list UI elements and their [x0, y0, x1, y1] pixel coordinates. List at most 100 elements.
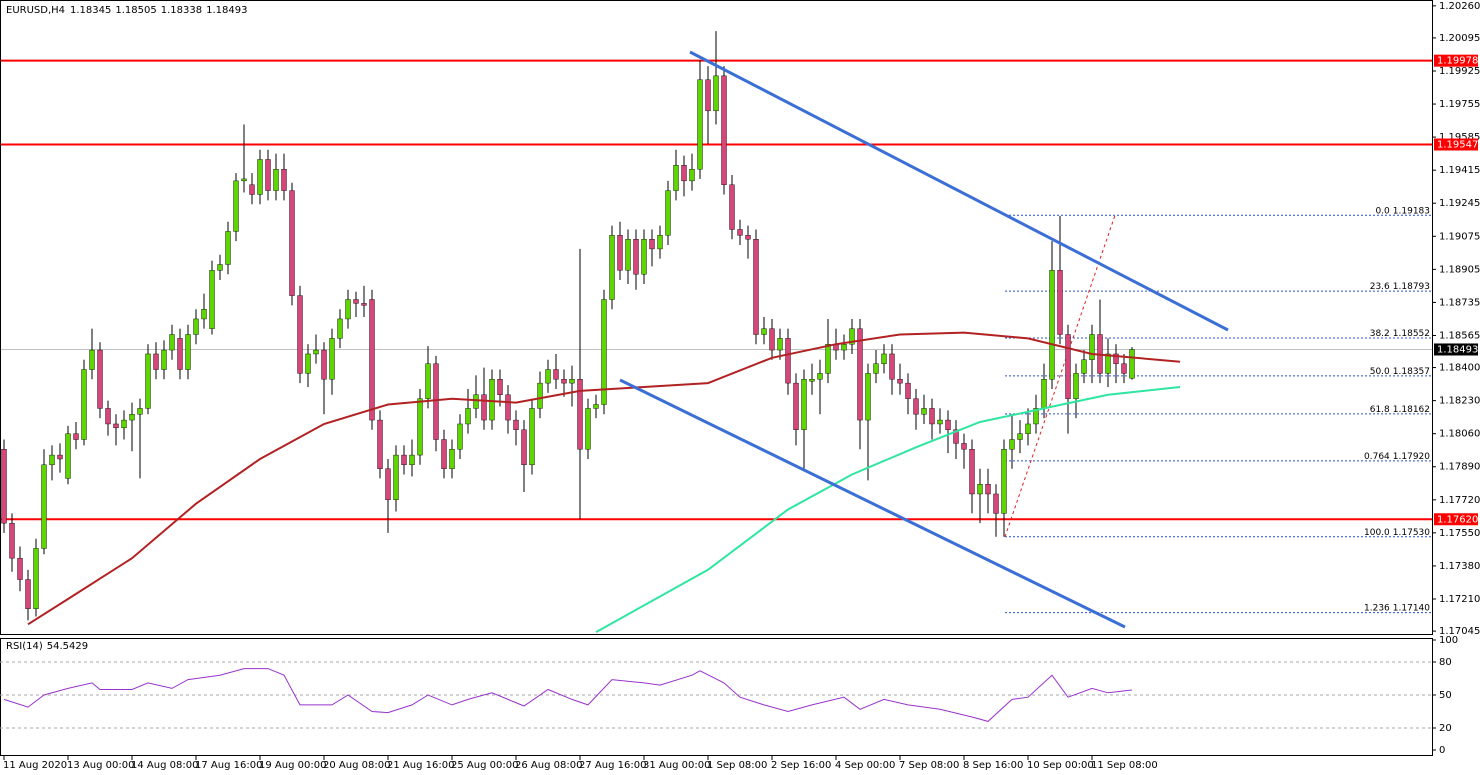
- x-tick-label: 31 Aug 00:00: [643, 760, 710, 771]
- candle-body: [369, 299, 375, 421]
- candle-body: [1001, 449, 1007, 514]
- y-tick-label: 1.19415: [1439, 165, 1480, 176]
- candle-body: [41, 464, 47, 549]
- candle-body: [577, 379, 583, 450]
- x-tick-label: 25 Aug 00:00: [451, 760, 518, 771]
- fib-label: 0.764 1.17920: [1364, 451, 1430, 461]
- candle-body: [121, 419, 127, 429]
- x-tick-label: 4 Sep 00:00: [835, 760, 895, 771]
- rsi-tick-label: 20: [1439, 723, 1452, 734]
- candle-body: [937, 419, 943, 425]
- candle-body: [241, 178, 247, 182]
- rsi-value: 54.5429: [47, 641, 88, 652]
- candle-body: [1041, 379, 1047, 409]
- candle-body: [425, 363, 431, 399]
- candle-body: [729, 184, 735, 230]
- candle-body: [673, 165, 679, 191]
- candle-body: [817, 373, 823, 380]
- candle-body: [849, 328, 855, 345]
- candle-body: [625, 239, 631, 271]
- x-tick-label: 17 Aug 16:00: [195, 760, 262, 771]
- candle-body: [145, 353, 151, 409]
- fib-price: 1.18162: [1393, 404, 1430, 414]
- fib-label: 38.2 1.18552: [1370, 329, 1430, 339]
- price-panel: [0, 31, 1432, 633]
- candle-body: [25, 579, 31, 609]
- candle-body: [1081, 359, 1087, 374]
- candle-body: [601, 299, 607, 405]
- candle-body: [641, 239, 647, 275]
- y-tick-label: 1.17890: [1439, 462, 1480, 473]
- candle-body: [481, 394, 487, 421]
- candle-body: [497, 379, 503, 395]
- candle-body: [9, 522, 15, 559]
- candle-body: [585, 408, 591, 450]
- candle-body: [657, 235, 663, 250]
- candle-body: [97, 349, 103, 409]
- candle-body: [185, 334, 191, 370]
- candle-body: [889, 353, 895, 380]
- candle-body: [129, 414, 135, 421]
- y-tick-label: 1.17720: [1439, 495, 1480, 506]
- y-tick-label: 1.18060: [1439, 429, 1480, 440]
- candle-body: [441, 439, 447, 469]
- candle-body: [905, 382, 911, 399]
- fib-price: 1.18552: [1393, 329, 1430, 339]
- level-label-box: [1434, 138, 1478, 151]
- y-tick-label: 1.18230: [1439, 396, 1480, 407]
- candle-body: [337, 318, 343, 339]
- candle-body: [929, 408, 935, 425]
- level-label-box: [1434, 513, 1478, 526]
- fib-label: 23.6 1.18793: [1370, 282, 1430, 292]
- candle-body: [761, 328, 767, 335]
- candle-body: [201, 309, 207, 320]
- candle-body: [713, 75, 719, 112]
- candle-body: [865, 373, 871, 421]
- candle-body: [1121, 363, 1127, 374]
- candle-body: [265, 159, 271, 191]
- fib-price: 1.17530: [1393, 527, 1430, 537]
- y-tick-label: 1.19245: [1439, 198, 1480, 209]
- candle-body: [353, 299, 359, 304]
- candle-body: [249, 184, 255, 195]
- candle-body: [737, 229, 743, 236]
- candle-body: [689, 168, 695, 182]
- candle-body: [1017, 433, 1023, 440]
- y-tick-label: 1.20095: [1439, 33, 1480, 44]
- candle-body: [793, 382, 799, 430]
- panel-border: [0, 0, 1433, 635]
- candle-body: [609, 235, 615, 300]
- rsi-header: RSI(14) 54.5429: [6, 641, 88, 652]
- candle-body: [489, 379, 495, 421]
- y-tick-label: 1.18565: [1439, 330, 1480, 341]
- x-tick-label: 21 Aug 16:00: [387, 760, 454, 771]
- x-tick-label: 27 Aug 16:00: [579, 760, 646, 771]
- candle-body: [225, 231, 231, 265]
- candle-body: [153, 353, 159, 370]
- candle-body: [945, 419, 951, 430]
- candle-body: [753, 239, 759, 335]
- candle-body: [777, 338, 783, 351]
- candle-body: [1025, 423, 1031, 434]
- candle-body: [417, 398, 423, 456]
- candle-body: [721, 75, 727, 185]
- candle-body: [801, 379, 807, 430]
- x-tick-label: 1 Sep 08:00: [707, 760, 767, 771]
- fib-price: 1.18357: [1393, 366, 1430, 376]
- candle-body: [857, 328, 863, 421]
- y-tick-label: 1.17210: [1439, 594, 1480, 605]
- candle-body: [873, 363, 879, 374]
- candle-body: [897, 379, 903, 384]
- candle-body: [161, 349, 167, 370]
- indicator-line: [595, 386, 1181, 633]
- candle-body: [89, 349, 95, 370]
- candle-body: [617, 235, 623, 271]
- y-tick-label: 1.18735: [1439, 297, 1480, 308]
- candle-body: [73, 433, 79, 440]
- candle-body: [297, 295, 303, 374]
- indicator-line: [27, 331, 1181, 626]
- candle-body: [993, 493, 999, 514]
- candle-body: [273, 168, 279, 191]
